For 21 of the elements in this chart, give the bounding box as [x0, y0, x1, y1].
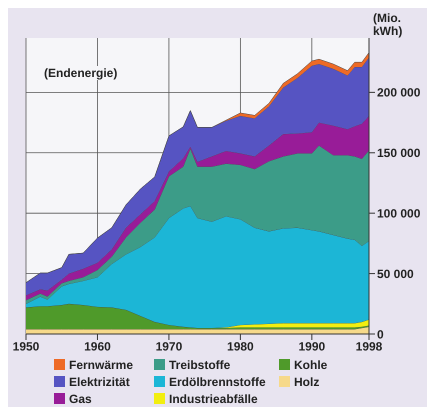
legend-label: Kohle	[294, 358, 328, 372]
y-tick-label: 50 000	[377, 266, 414, 281]
x-tick-label: 1990	[298, 340, 326, 354]
y-tick-label: 200 000	[377, 86, 421, 100]
y-tick-label: 150 000	[377, 146, 421, 160]
x-tick-label: 1998	[356, 340, 383, 354]
x-tick-label: 1980	[227, 340, 254, 354]
x-tick-label: 1950	[12, 340, 40, 354]
x-tick-label: 1970	[156, 340, 183, 354]
legend-label: Erdölbrennstoffe	[169, 374, 266, 388]
y-tick-label: 100 000	[377, 206, 421, 220]
y-axis-title: (Mio. kWh)	[373, 11, 404, 38]
legend-label: Holz	[294, 374, 320, 388]
annotation: (Endenergie)	[42, 66, 120, 80]
legend-label: Treibstoffe	[169, 358, 230, 372]
y-tick-label: 0	[377, 327, 384, 342]
legend-label: Industrieabfälle	[169, 392, 258, 406]
x-tick-label: 1960	[84, 340, 112, 354]
legend-label: Fernwärme	[69, 358, 134, 372]
legend-label: Elektrizität	[69, 374, 130, 388]
legend-label: Gas	[69, 392, 92, 406]
